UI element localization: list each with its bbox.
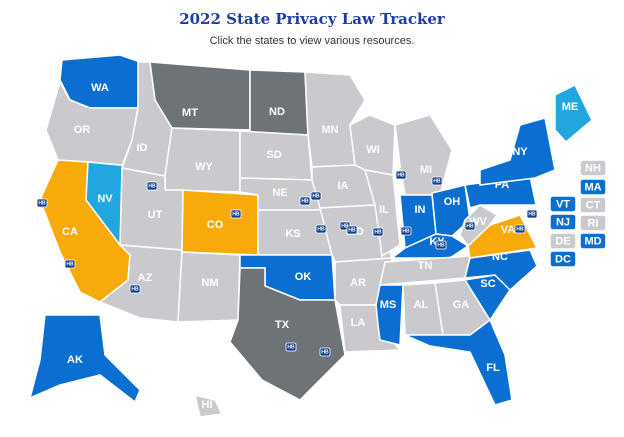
bill-badge[interactable] — [346, 225, 358, 235]
title: 2022 State Privacy Law Tracker — [179, 10, 446, 28]
bill-badge-label: HB — [433, 179, 441, 185]
bill-badge-label: HB — [402, 229, 410, 235]
bill-badge-label: HB — [131, 287, 139, 293]
bill-badge[interactable] — [230, 209, 242, 219]
state-box[interactable] — [549, 232, 577, 250]
bill-badge[interactable] — [435, 240, 447, 250]
bill-badge[interactable] — [310, 191, 322, 201]
state-shape[interactable] — [375, 284, 404, 346]
state-shape[interactable] — [479, 117, 556, 186]
bill-badge-label: HB — [321, 350, 329, 356]
state-box[interactable] — [549, 213, 577, 231]
state-box[interactable] — [579, 232, 607, 250]
bill-badge[interactable] — [36, 198, 48, 208]
bill-badge-label: HB — [528, 212, 536, 218]
state-box[interactable] — [579, 214, 607, 232]
state-shape[interactable] — [349, 114, 396, 176]
bill-badge-label: HB — [437, 243, 445, 249]
bill-badge-label: HB — [312, 194, 320, 200]
bill-badge-label: HB — [341, 224, 349, 230]
state-shape[interactable] — [249, 69, 309, 136]
state-box[interactable] — [579, 196, 607, 214]
bill-badge[interactable] — [431, 176, 443, 186]
bill-badge[interactable] — [285, 342, 297, 352]
bill-badge[interactable] — [464, 221, 476, 231]
state-shape[interactable] — [363, 169, 401, 258]
bill-badge[interactable] — [129, 284, 141, 294]
state-shape[interactable] — [239, 130, 313, 181]
state-shape[interactable] — [394, 114, 453, 196]
bill-badge[interactable] — [514, 224, 526, 234]
bill-badge[interactable] — [395, 170, 407, 180]
bill-badge[interactable] — [299, 196, 311, 206]
subtitle: Click the states to view various resourc… — [210, 35, 415, 47]
bill-badge-label: HB — [348, 228, 356, 234]
state-shape[interactable] — [28, 314, 141, 404]
bill-badge[interactable] — [400, 226, 412, 236]
bill-badge-label: HB — [317, 227, 325, 233]
state-shape[interactable] — [404, 318, 513, 406]
states: WAORCANVIDMTWYUTAZCONMNDSDNEKSOKTXMNIAMO… — [28, 54, 607, 418]
bill-badge-label: HB — [374, 230, 382, 236]
state-box[interactable] — [579, 159, 607, 177]
state-box[interactable] — [579, 178, 607, 196]
bill-badge-label: HB — [516, 227, 524, 233]
bill-badge-label: HB — [397, 173, 405, 179]
state-shape[interactable] — [177, 251, 241, 323]
bill-badge[interactable] — [372, 227, 384, 237]
state-box[interactable] — [549, 195, 577, 213]
bill-badge-label: HB — [301, 199, 309, 205]
state-shape[interactable] — [164, 127, 241, 193]
bill-badge[interactable] — [64, 259, 76, 269]
bill-badge[interactable] — [146, 181, 158, 191]
bill-badge[interactable] — [526, 209, 538, 219]
bill-badge-label: HB — [232, 212, 240, 218]
bill-badge-label: HB — [38, 201, 46, 207]
state-shape[interactable] — [431, 184, 471, 237]
state-shape[interactable] — [181, 189, 259, 256]
bill-badge-label: HB — [66, 262, 74, 268]
state-shape[interactable] — [193, 393, 224, 418]
bill-badge[interactable] — [319, 347, 331, 357]
bill-badge-label: HB — [287, 345, 295, 351]
bill-badge[interactable] — [315, 224, 327, 234]
state-shape[interactable] — [554, 83, 593, 144]
bill-badge-label: HB — [148, 184, 156, 190]
state-box[interactable] — [549, 250, 577, 268]
bill-badge-label: HB — [466, 224, 474, 230]
